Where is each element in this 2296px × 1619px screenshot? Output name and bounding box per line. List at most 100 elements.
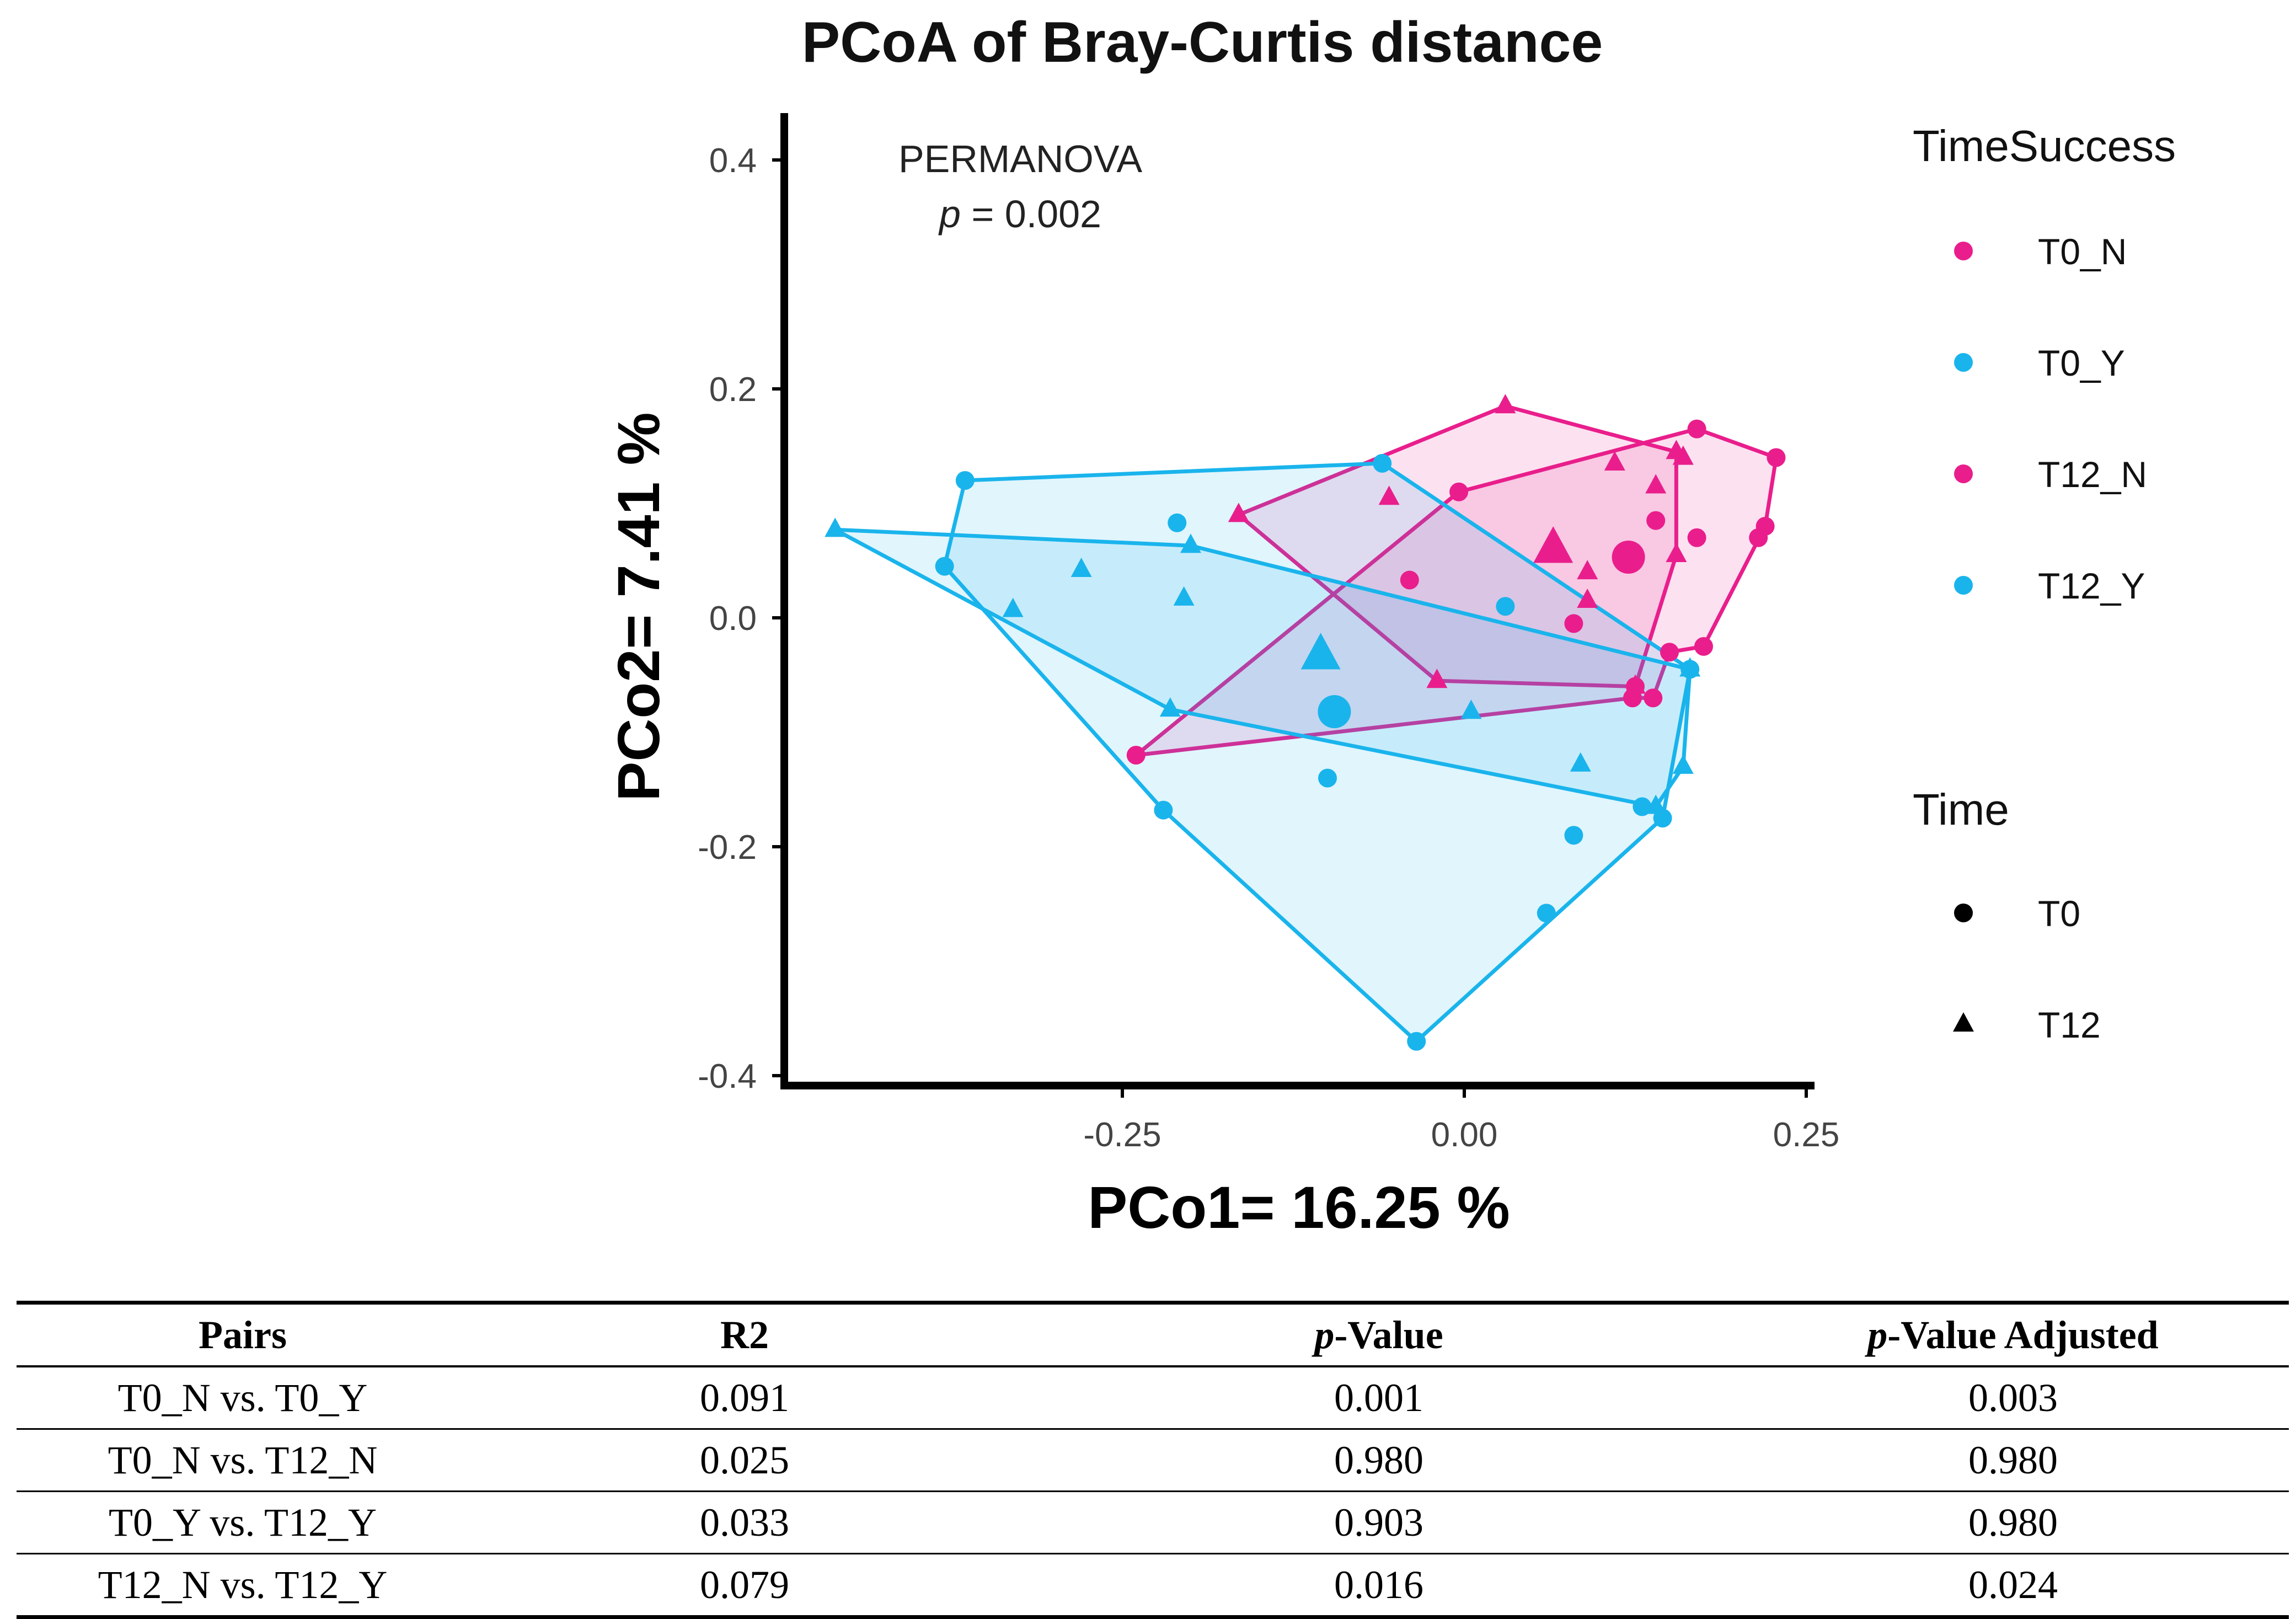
centroid-t0-y (1318, 695, 1351, 729)
cell-p-value: 0.903 (1334, 1500, 1423, 1545)
point-t0-n (1767, 448, 1786, 467)
table-row: T0_Y vs. T12_Y 0.033 0.903 0.980 (17, 1492, 2289, 1554)
legend-shape-circle (1954, 904, 1973, 922)
point-t12-n (1495, 394, 1516, 414)
legend-shape-triangle (1953, 1012, 1974, 1032)
chart-title: PCoA of Bray-Curtis distance (802, 10, 1603, 74)
cell-pair: T0_N vs. T12_N (108, 1438, 378, 1482)
cell-p-value: 0.001 (1334, 1375, 1423, 1420)
permanova-label: PERMANOVA (898, 137, 1142, 180)
permanova-pvalue: p = 0.002 (938, 193, 1101, 236)
point-t0-n (1644, 688, 1663, 708)
legend-color-items: T0_N T0_Y T12_N T12_Y (1954, 231, 2147, 606)
point-t0-n (1646, 511, 1666, 530)
point-t12-y (1679, 657, 1701, 677)
cell-p-value: 0.980 (1334, 1438, 1423, 1482)
cell-r2: 0.091 (700, 1375, 789, 1420)
point-t0-n (1694, 637, 1713, 656)
point-t12-y (1672, 754, 1694, 774)
point-t0-y (1318, 768, 1337, 788)
point-t12-n (1426, 669, 1448, 688)
pcoa-plot: PCoA of Bray-Curtis distance 0.4 0.2 0.0 -0… (605, 10, 2176, 1241)
point-t0-n (1564, 614, 1583, 633)
point-t0-y (955, 471, 975, 490)
cell-p-adjusted: 0.980 (1968, 1500, 2058, 1545)
x-tick-label: 0.00 (1431, 1116, 1498, 1154)
legend-swatch-t12-y (1954, 576, 1973, 595)
table-row: T0_N vs. T12_N 0.025 0.980 0.980 (17, 1429, 2289, 1492)
point-t0-y (1154, 800, 1173, 820)
table-header-row: Pairs R2 p-Value p-Value Adjusted (17, 1302, 2289, 1366)
point-t0-y (935, 557, 954, 576)
point-t0-n (1449, 482, 1469, 501)
x-tick-label: -0.25 (1083, 1116, 1161, 1154)
point-t0-n (1687, 419, 1706, 439)
point-t12-n (1604, 451, 1625, 471)
point-t0-n (1660, 643, 1679, 662)
point-t12-n (1228, 503, 1249, 522)
legend: TimeSuccess T0_N T0_Y T12_N T12_Y Time T0 T1… (1913, 121, 2176, 1045)
cell-pair: T0_N vs. T0_Y (117, 1375, 368, 1420)
y-tick-label: 0.4 (709, 142, 757, 180)
p-value-text: = 0.002 (961, 193, 1101, 236)
point-t0-y (1373, 453, 1392, 473)
point-t0-y (1564, 826, 1583, 845)
legend-label-t12: T12 (2038, 1004, 2101, 1045)
point-t0-y (1407, 1032, 1426, 1051)
cell-r2: 0.033 (700, 1500, 789, 1545)
p-symbol: p (938, 193, 961, 236)
point-t0-n (1687, 528, 1706, 547)
header-r2: R2 (720, 1312, 769, 1357)
legend-label-t0-y: T0_Y (2038, 343, 2125, 383)
legend-swatch-t12-n (1954, 464, 1973, 483)
point-t0-y (1496, 597, 1515, 616)
point-t12-y (1002, 597, 1024, 617)
header-p-value: p-Value (1314, 1312, 1443, 1357)
legend-label-t12-n: T12_N (2038, 454, 2147, 495)
cell-p-value: 0.016 (1334, 1562, 1423, 1607)
pairwise-permanova-table: Pairs R2 p-Value p-Value Adjusted T0_N v… (17, 1301, 2289, 1619)
point-t12-n (1625, 674, 1646, 694)
legend-label-t0-n: T0_N (2038, 231, 2127, 272)
legend-label-t0: T0 (2038, 893, 2080, 934)
cell-r2: 0.025 (700, 1438, 789, 1482)
cell-pair: T0_Y vs. T12_Y (109, 1500, 377, 1545)
y-tick-label: -0.2 (698, 829, 757, 867)
point-t12-y (1159, 697, 1181, 717)
centroid-layer (1300, 526, 1645, 729)
legend-title-time: Time (1913, 785, 2009, 834)
cell-p-adjusted: 0.980 (1968, 1438, 2058, 1482)
point-t12-n (1577, 589, 1598, 608)
legend-shape-items: T0 T12 (1953, 893, 2101, 1045)
centroid-t12-y (1300, 633, 1341, 670)
centroid-t0-n (1612, 541, 1645, 574)
x-tick-label: 0.25 (1773, 1116, 1840, 1154)
point-t0-n (1126, 746, 1146, 765)
point-t12-n (1645, 474, 1667, 494)
legend-swatch-t0-n (1954, 242, 1973, 260)
cell-p-adjusted: 0.024 (1968, 1562, 2058, 1607)
y-tick-label: -0.4 (698, 1057, 757, 1096)
point-t0-y (1537, 904, 1556, 923)
point-t12-n (1666, 440, 1687, 459)
header-pairs: Pairs (199, 1312, 287, 1357)
point-t12-y (1570, 752, 1591, 772)
point-layer (825, 394, 1786, 1051)
point-t0-y (1168, 513, 1187, 532)
hull-t0-n (1134, 427, 1778, 757)
legend-label-t12-y: T12_Y (2038, 565, 2145, 606)
point-t0-n (1749, 528, 1768, 547)
centroid-t12-n (1533, 526, 1574, 563)
cell-r2: 0.079 (700, 1562, 789, 1607)
point-t12-y (1645, 794, 1667, 814)
hull-layer (833, 404, 1778, 1044)
header-p-value-adjusted: p-Value Adjusted (1867, 1312, 2159, 1357)
point-t12-y (825, 517, 846, 537)
legend-title-timesuccess: TimeSuccess (1913, 121, 2176, 170)
y-axis-title: PCo2= 7.41 % (605, 412, 672, 801)
point-t12-n (1577, 560, 1598, 580)
cell-pair: T12_N vs. T12_Y (98, 1562, 388, 1607)
x-axis-title: PCo1= 16.25 % (1088, 1174, 1510, 1241)
legend-swatch-t0-y (1954, 353, 1973, 372)
